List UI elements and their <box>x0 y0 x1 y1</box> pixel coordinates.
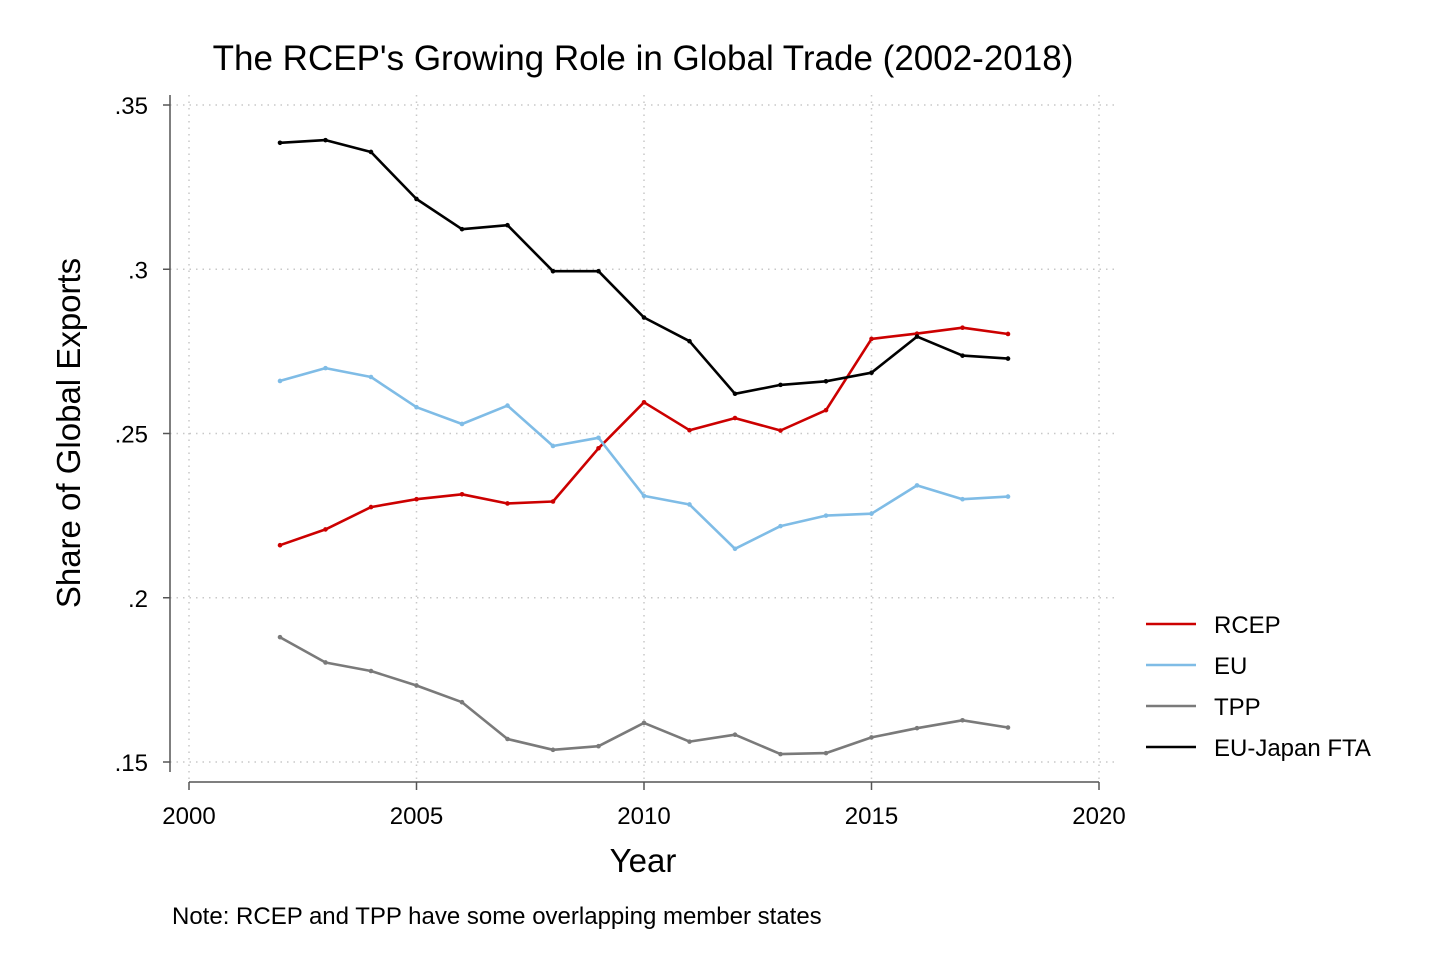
data-point-rcep <box>732 415 738 421</box>
data-point-eu <box>414 404 419 410</box>
data-point-eu-japan-fta <box>550 268 556 274</box>
legend: RCEP EU TPP EU-Japan FTA <box>1146 612 1371 762</box>
data-point-eu <box>778 523 783 529</box>
data-point-eu-japan-fta <box>869 370 874 376</box>
x-axis-label: Year <box>610 842 677 879</box>
data-point-rcep <box>596 445 601 451</box>
data-point-eu <box>1005 494 1011 499</box>
data-point-tpp <box>641 720 647 726</box>
data-point-rcep <box>641 399 647 405</box>
axes: .15 .2 .25 .3 .35 2000 2005 2010 2015 2020 <box>115 93 1126 830</box>
y-tick-label: .25 <box>115 422 148 449</box>
data-point-rcep <box>869 336 874 342</box>
data-point-rcep <box>960 325 965 331</box>
data-point-eu <box>277 378 283 384</box>
data-point-eu-japan-fta <box>414 196 419 202</box>
data-point-eu-japan-fta <box>277 140 283 146</box>
legend-label: EU <box>1214 653 1247 680</box>
data-point-tpp <box>869 735 874 740</box>
y-tick-label: .35 <box>115 93 148 120</box>
legend-label: RCEP <box>1214 612 1281 639</box>
data-point-eu <box>368 374 374 380</box>
data-point-eu <box>641 493 647 499</box>
chart-title: The RCEP's Growing Role in Global Trade … <box>213 39 1074 78</box>
data-point-eu-japan-fta <box>323 137 328 143</box>
data-point-rcep <box>323 527 328 532</box>
y-tick-label: .3 <box>128 257 148 284</box>
data-point-rcep <box>1005 331 1011 337</box>
data-point-rcep <box>368 504 374 510</box>
x-tick-label: 2000 <box>162 803 215 830</box>
data-point-tpp <box>550 747 556 753</box>
y-tick-label: .15 <box>115 750 148 777</box>
data-point-eu <box>960 496 965 502</box>
data-point-tpp <box>596 743 601 749</box>
data-point-eu-japan-fta <box>914 334 920 339</box>
data-point-eu-japan-fta <box>459 226 465 232</box>
y-tick-label: .2 <box>128 586 148 613</box>
data-point-tpp <box>823 750 829 756</box>
data-point-eu <box>732 546 738 552</box>
grid-lines <box>170 95 1118 782</box>
legend-label: TPP <box>1214 694 1261 721</box>
data-point-eu <box>914 483 920 488</box>
data-point-eu-japan-fta <box>823 378 829 384</box>
data-point-tpp <box>505 736 510 742</box>
data-point-rcep <box>505 501 510 506</box>
data-point-tpp <box>914 725 920 731</box>
data-point-eu <box>596 435 601 441</box>
data-point-rcep <box>778 428 783 433</box>
data-point-eu <box>823 513 829 518</box>
data-point-eu <box>869 511 874 516</box>
data-point-tpp <box>368 668 374 674</box>
chart-note: Note: RCEP and TPP have some overlapping… <box>172 903 822 930</box>
x-tick-label: 2010 <box>617 803 670 830</box>
y-axis-label: Share of Global Exports <box>50 258 87 608</box>
data-point-tpp <box>459 699 465 705</box>
data-point-eu <box>459 421 465 427</box>
data-point-eu-japan-fta <box>505 222 510 228</box>
data-point-rcep <box>414 496 419 502</box>
data-point-tpp <box>277 634 283 640</box>
legend-label: EU-Japan FTA <box>1214 735 1371 762</box>
data-point-rcep <box>277 542 283 548</box>
data-point-tpp <box>414 683 419 688</box>
data-point-eu-japan-fta <box>1005 356 1011 361</box>
data-point-eu <box>323 365 328 371</box>
data-point-rcep <box>550 499 556 504</box>
x-tick-label: 2015 <box>845 803 898 830</box>
data-point-eu-japan-fta <box>596 268 601 274</box>
x-tick-label: 2020 <box>1072 803 1125 830</box>
data-point-tpp <box>1005 725 1011 730</box>
x-tick-label: 2005 <box>390 803 443 830</box>
data-point-tpp <box>778 751 783 757</box>
data-point-tpp <box>687 739 692 744</box>
data-point-eu <box>687 502 692 507</box>
series-lines <box>277 137 1011 757</box>
data-point-eu-japan-fta <box>641 315 647 320</box>
data-point-tpp <box>732 732 738 738</box>
data-point-eu-japan-fta <box>778 382 783 388</box>
data-point-eu-japan-fta <box>960 353 965 358</box>
data-point-rcep <box>459 491 465 497</box>
data-point-rcep <box>823 407 829 413</box>
data-point-tpp <box>323 660 328 665</box>
series-line-rcep <box>278 326 1010 547</box>
data-point-eu-japan-fta <box>732 391 738 397</box>
data-point-eu <box>550 443 556 449</box>
data-point-tpp <box>960 717 965 723</box>
data-point-eu <box>505 403 510 408</box>
data-point-eu-japan-fta <box>687 338 692 344</box>
data-point-rcep <box>687 427 692 433</box>
data-point-eu-japan-fta <box>368 149 374 155</box>
